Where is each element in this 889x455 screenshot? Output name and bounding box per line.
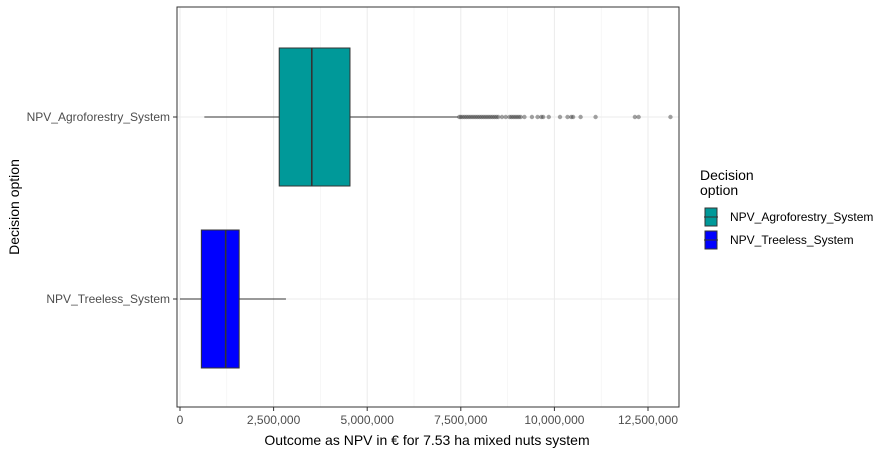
box (278, 47, 351, 187)
x-tick-label: 0 (177, 413, 184, 427)
outlier-point (593, 114, 598, 120)
outlier-point (529, 114, 535, 120)
axes: 0 2,500,000 5,000,000 7,500,000 10,000,000 12… (27, 110, 679, 427)
outlier-point (475, 114, 480, 120)
outlier-point (494, 114, 499, 120)
legend-title: option (700, 182, 738, 198)
outlier-point (457, 114, 462, 120)
outlier-point (503, 114, 508, 120)
outlier-point (565, 114, 570, 120)
legend-label: NPV_Treeless_System (730, 233, 854, 247)
outlier-point (473, 114, 478, 120)
outlier-point (636, 114, 641, 120)
outlier-point (467, 114, 473, 120)
outlier-point (458, 114, 463, 120)
x-tick-label: 7,500,000 (434, 413, 488, 427)
box (200, 229, 240, 369)
outlier-point (490, 114, 495, 120)
outlier-point (540, 114, 546, 120)
outlier-point (518, 114, 523, 120)
outlier-point (484, 114, 490, 120)
outlier-point (492, 114, 497, 120)
outlier-point (471, 114, 477, 120)
legend-title: Decision (700, 167, 754, 183)
x-tick-label: 5,000,000 (341, 413, 395, 427)
outlier-point (511, 114, 516, 120)
outlier-point (514, 114, 520, 120)
x-tick-label: 2,500,000 (247, 413, 301, 427)
legend-label: NPV_Agroforestry_System (730, 210, 873, 224)
y-axis-title: Decision option (6, 159, 22, 255)
outlier-point (482, 114, 488, 120)
outlier-point (512, 114, 518, 120)
outlier-point (462, 114, 467, 120)
outlier-point (668, 114, 673, 120)
outlier-point (578, 114, 583, 120)
outlier-point (481, 114, 486, 120)
outlier-point (569, 114, 574, 120)
outlier-point (479, 114, 484, 120)
outlier-point (522, 114, 527, 120)
outlier-point (509, 114, 514, 120)
outlier-point (460, 114, 465, 120)
outlier-point (535, 114, 540, 120)
outlier-point (539, 114, 544, 120)
outlier-point (488, 114, 493, 120)
outlier-point (557, 114, 563, 120)
outlier-point (496, 114, 501, 120)
panel-border (176, 6, 680, 408)
outlier-point (499, 114, 505, 120)
outlier-point (632, 114, 638, 120)
outlier-point (570, 114, 576, 120)
x-tick-label: 12,500,000 (618, 413, 678, 427)
outlier-point (486, 114, 492, 120)
outlier-point (466, 114, 471, 120)
boxes (180, 47, 673, 369)
outlier-point (469, 114, 475, 120)
x-axis-title: Outcome as NPV in € for 7.53 ha mixed nu… (264, 432, 589, 448)
outlier-point (464, 114, 469, 120)
x-tick-label: 10,000,000 (524, 413, 584, 427)
y-tick-label: NPV_Agroforestry_System (27, 110, 170, 124)
outlier-point (546, 114, 551, 120)
outlier-point (507, 114, 512, 120)
y-tick-label: NPV_Treeless_System (46, 292, 170, 306)
outlier-point (477, 114, 482, 120)
outlier-point (516, 114, 522, 120)
